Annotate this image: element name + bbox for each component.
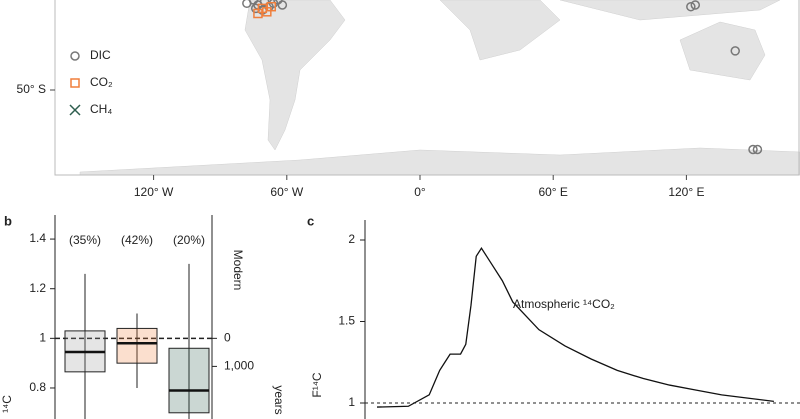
legend-symbol <box>70 78 80 88</box>
box <box>168 347 210 414</box>
panel-letter: c <box>307 213 314 228</box>
site <box>748 144 758 155</box>
y-tick-label: 1.5 <box>338 314 355 328</box>
y-axis-label: F¹⁴C <box>310 372 324 397</box>
annotation: (35%) <box>69 233 101 247</box>
site <box>253 8 263 19</box>
site <box>752 144 763 155</box>
legend-label: CH₄ <box>90 102 112 116</box>
y2-axis-label: years <box>272 385 286 414</box>
annotation: Atmospheric ¹⁴CO₂ <box>513 297 615 311</box>
x-tick-label: 60° E <box>538 185 567 199</box>
x-tick-label: 0° <box>414 185 426 199</box>
annotation: (20%) <box>173 233 205 247</box>
y2-tick-label: 0 <box>224 331 231 345</box>
legend-label: DIC <box>90 48 111 62</box>
site <box>690 0 701 10</box>
panel-letter: b <box>4 213 12 228</box>
map-land <box>79 0 800 176</box>
y-tick-label: 1 <box>348 395 355 409</box>
site <box>730 46 740 56</box>
legend-symbol <box>70 51 80 61</box>
legend-symbol <box>69 104 81 116</box>
y2-axis-label: Modern <box>231 250 245 291</box>
x-tick-label: 120° E <box>668 185 704 199</box>
annotation: (42%) <box>121 233 153 247</box>
site <box>277 0 288 10</box>
map-frame <box>54 0 800 176</box>
site <box>686 1 696 12</box>
box <box>116 327 158 364</box>
y-tick-label: 50° S <box>17 82 46 96</box>
y2-tick-label: 1,000 <box>224 359 254 373</box>
y-tick-label: 1.4 <box>29 231 46 245</box>
line <box>376 246 774 408</box>
y-tick-label: 0.8 <box>29 380 46 394</box>
x-tick-label: 120° W <box>134 185 174 199</box>
y-axis-label: ¹⁴C <box>0 395 14 413</box>
y-tick-label: 2 <box>348 232 355 246</box>
y-tick-label: 1.2 <box>29 281 46 295</box>
y-tick-label: 1 <box>39 331 46 345</box>
x-tick-label: 60° W <box>270 185 303 199</box>
site <box>266 1 277 12</box>
site <box>250 3 261 14</box>
legend-label: CO₂ <box>90 75 113 89</box>
